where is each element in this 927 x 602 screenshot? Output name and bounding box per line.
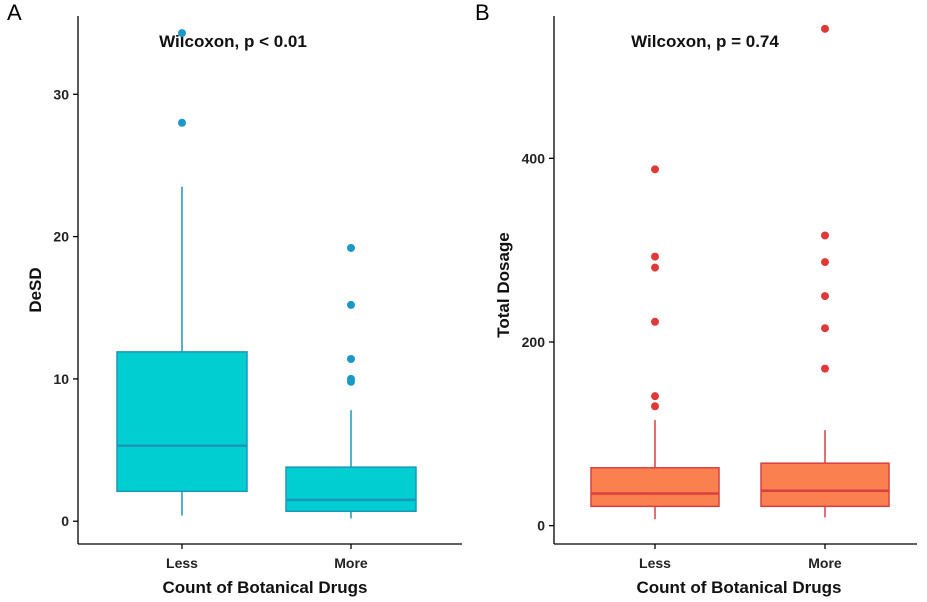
panel-b-more-outlier: [821, 292, 829, 301]
panel-b-y-tick-label: 400: [522, 150, 546, 166]
panel-a-x-axis-title: Count of Botanical Drugs: [163, 578, 368, 597]
panel-a-more-box: [285, 466, 417, 513]
panel-a-more-outlier: [347, 243, 355, 252]
panel-b-less-outlier: [651, 392, 659, 401]
panel-a-x-tick-label: More: [334, 555, 368, 571]
panel-a-letter: A: [7, 0, 22, 25]
panel-b-letter: B: [475, 0, 490, 25]
panel-a-y-tick-label: 20: [53, 229, 69, 245]
panel-b-more-box: [760, 462, 890, 508]
panel-b-x-tick-label: More: [808, 555, 842, 571]
panel-a-more-outlier: [347, 300, 355, 309]
panel-b-less-outlier: [651, 165, 659, 174]
panel-a-y-tick-label: 0: [61, 513, 69, 529]
panel-a-less-outlier: [178, 118, 186, 127]
panel-a-annotation: Wilcoxon, p < 0.01: [159, 32, 307, 51]
panel-b-less-box: [590, 467, 720, 508]
panel-a-y-tick-label: 10: [53, 371, 69, 387]
panel-a-more-outlier: [347, 374, 355, 383]
panel-b-y-tick-label: 0: [537, 518, 545, 534]
panel-b-more-outlier: [821, 24, 829, 33]
panel-b-x-tick-label: Less: [639, 555, 671, 571]
panel-a-y-tick-label: 30: [53, 86, 69, 102]
panel-b-less-outlier: [651, 252, 659, 261]
panel-b-y-axis-title: Total Dosage: [494, 232, 513, 337]
panel-b-more-outlier: [821, 231, 829, 240]
panel-a-less-outlier: [178, 29, 186, 38]
panel-a-y-axis-title: DeSD: [26, 267, 45, 312]
panel-a-x-tick-label: Less: [166, 555, 198, 571]
panel-b-more-outlier: [821, 258, 829, 267]
panel-b-less-outlier: [651, 402, 659, 411]
panel-b-annotation: Wilcoxon, p = 0.74: [631, 32, 779, 51]
panel-b-more-outlier: [821, 364, 829, 373]
panel-b-x-axis-title: Count of Botanical Drugs: [637, 578, 842, 597]
panel-b-y-tick-label: 200: [522, 334, 546, 350]
panel-a-less-box: [116, 351, 248, 493]
panel-a-more-outlier: [347, 354, 355, 363]
panel-b-less-outlier: [651, 317, 659, 326]
panel-b-more-outlier: [821, 324, 829, 333]
panel-b-less-outlier: [651, 263, 659, 272]
